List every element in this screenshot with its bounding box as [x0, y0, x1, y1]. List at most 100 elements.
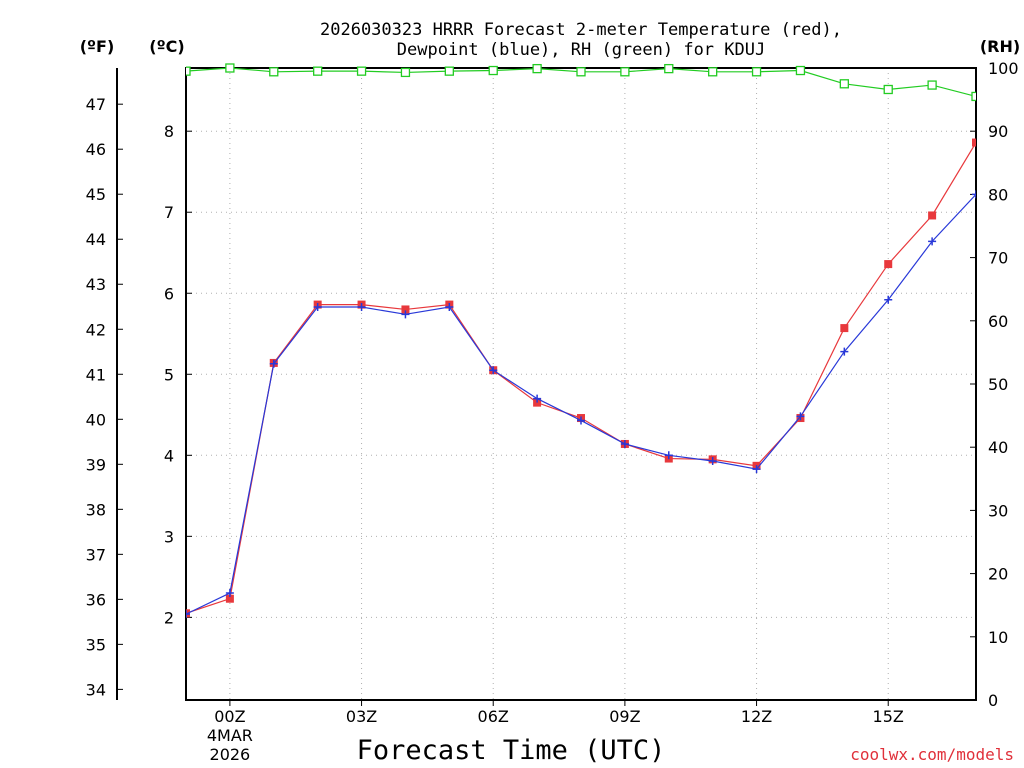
dewpoint-point [489, 366, 498, 375]
x-tick-label: 00Z [214, 707, 245, 726]
chart-title-line2: Dewpoint (blue), RH (green) for KDUJ [397, 40, 765, 60]
celsius-tick-label: 7 [164, 203, 174, 222]
rh-point [269, 67, 279, 77]
temperature-point [840, 324, 849, 333]
celsius-tick-label: 2 [164, 608, 174, 627]
rh-point [795, 65, 806, 76]
fahrenheit-tick-label: 46 [86, 140, 106, 159]
temperature-line [186, 142, 976, 614]
rh-point [839, 79, 849, 89]
temperature-point [533, 398, 542, 407]
rh-tick-label: 100 [988, 59, 1019, 78]
temperature-point [884, 260, 893, 269]
rh-point [186, 66, 191, 76]
rh-point [751, 67, 762, 77]
celsius-tick-label: 6 [164, 284, 174, 303]
rh-point [708, 67, 718, 77]
rh-tick-label: 80 [988, 185, 1008, 204]
rh-point [620, 67, 630, 77]
fahrenheit-tick-label: 47 [86, 95, 106, 114]
dewpoint-line [186, 193, 976, 615]
plot-frame [185, 67, 977, 701]
celsius-tick-label: 5 [164, 365, 174, 384]
rh-tick-label: 40 [988, 438, 1008, 457]
rh-tick-label: 30 [988, 501, 1008, 520]
fahrenheit-tick-label: 41 [86, 365, 106, 384]
fahrenheit-tick-label: 43 [86, 275, 106, 294]
chart-title-line1: 2026030323 HRRR Forecast 2-meter Tempera… [320, 20, 842, 40]
dewpoint-point [664, 451, 673, 460]
rh-point [225, 63, 235, 73]
series [186, 63, 976, 619]
dewpoint-point [577, 416, 585, 425]
dewpoint-point [928, 237, 937, 246]
dewpoint-point [357, 303, 366, 312]
rh-point [356, 66, 367, 76]
rh-unit-label: (RH) [980, 37, 1020, 56]
x-tick-label: 03Z [346, 707, 377, 726]
x-tick-date-label: 4MAR [207, 726, 253, 745]
rh-tick-label: 90 [988, 122, 1008, 141]
credit-text: coolwx.com/models [850, 745, 1014, 764]
dewpoint-point [752, 465, 761, 474]
fahrenheit-tick-label: 44 [86, 230, 106, 249]
rh-tick-label: 10 [988, 628, 1008, 647]
celsius-tick-label: 3 [164, 527, 174, 546]
celsius-tick-label: 8 [164, 122, 174, 141]
dewpoint-point [884, 295, 893, 304]
dewpoint-point [840, 347, 849, 356]
dewpoint-point [533, 394, 542, 403]
dewpoint-point [445, 303, 454, 312]
celsius-tick-label: 4 [164, 446, 174, 465]
temperature-point [225, 594, 234, 603]
fahrenheit-tick-label: 37 [86, 545, 106, 564]
dewpoint-point [796, 412, 805, 421]
dewpoint-point [708, 456, 717, 465]
series-group [186, 63, 976, 619]
dewpoint-point [225, 589, 234, 598]
fahrenheit-tick-label: 45 [86, 185, 106, 204]
fahrenheit-tick-label: 35 [86, 635, 106, 654]
fahrenheit-tick-label: 38 [86, 500, 106, 519]
x-tick-label: 15Z [873, 707, 904, 726]
rh-point [883, 84, 893, 95]
x-tick-year-label: 2026 [210, 745, 251, 764]
dewpoint-point [401, 310, 410, 319]
rh-point [927, 80, 937, 90]
rh-point [576, 67, 586, 77]
fahrenheit-tick-label: 36 [86, 590, 106, 609]
rh-point [664, 63, 674, 74]
temperature-point [928, 211, 937, 220]
fahrenheit-tick-label: 40 [86, 410, 106, 429]
rh-tick-label: 0 [988, 691, 998, 710]
dewpoint-point [972, 190, 976, 199]
rh-point [971, 91, 976, 102]
x-tick-label: 12Z [741, 707, 772, 726]
temperature-point [972, 138, 976, 147]
dewpoint-point [186, 610, 190, 619]
rh-tick-label: 60 [988, 312, 1008, 331]
fahrenheit-tick-label: 34 [86, 680, 106, 699]
gridlines [186, 68, 976, 700]
fahrenheit-unit-label: (ºF) [80, 37, 115, 56]
dewpoint-point [269, 359, 278, 368]
celsius-unit-label: (ºC) [149, 37, 184, 56]
dewpoint-point [313, 303, 322, 312]
rh-point [444, 66, 454, 76]
x-tick-label: 06Z [478, 707, 509, 726]
rh-point [313, 66, 323, 76]
rh-point [532, 63, 542, 74]
rh-point [400, 67, 411, 78]
x-tick-label: 09Z [609, 707, 640, 726]
rh-tick-label: 50 [988, 375, 1008, 394]
rh-point [488, 65, 498, 76]
temperature-point [401, 305, 410, 314]
dewpoint-point [620, 439, 629, 448]
fahrenheit-tick-label: 42 [86, 320, 106, 339]
x-axis-label: Forecast Time (UTC) [357, 735, 666, 766]
rh-tick-label: 70 [988, 249, 1008, 268]
rh-tick-label: 20 [988, 565, 1008, 584]
fahrenheit-tick-label: 39 [86, 455, 106, 474]
